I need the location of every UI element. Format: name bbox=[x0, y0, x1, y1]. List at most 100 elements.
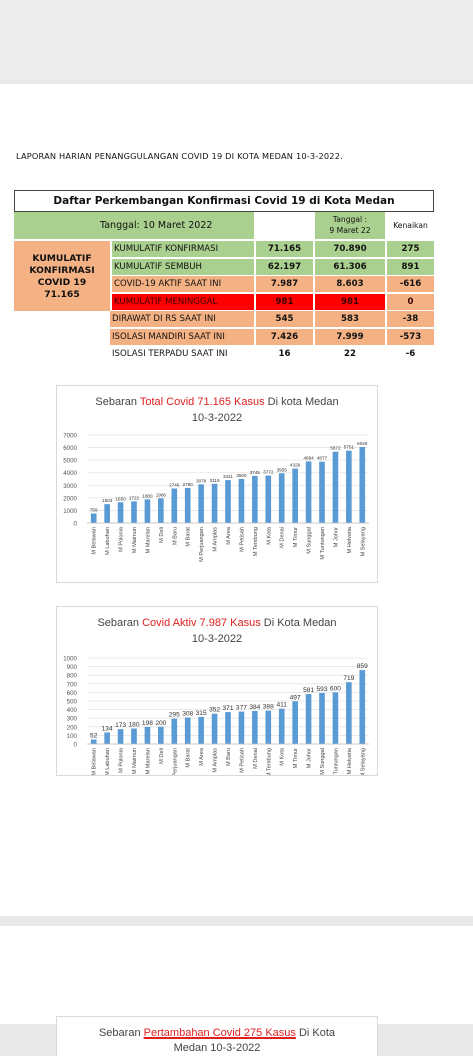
row-today: 16 bbox=[256, 346, 313, 362]
chart-active-covid: Sebaran Covid Aktiv 7.987 Kasus Di Kota … bbox=[56, 606, 378, 776]
bar bbox=[278, 473, 285, 523]
data-label: 377 bbox=[236, 705, 247, 712]
data-label: 3500 bbox=[236, 473, 247, 478]
chart-title: Sebaran Covid Aktiv 7.987 Kasus Di Kota … bbox=[57, 616, 377, 631]
bar bbox=[117, 729, 124, 744]
chart-title-prefix: Sebaran bbox=[98, 1027, 144, 1039]
data-label: 308 bbox=[182, 711, 193, 718]
chart-title-highlight: Covid Aktiv 7.987 Kasus bbox=[142, 617, 261, 629]
bar bbox=[332, 451, 339, 523]
chart-increase-covid: Sebaran Pertambahan Covid 275 Kasus Di K… bbox=[56, 1016, 378, 1056]
bar bbox=[184, 717, 191, 744]
bar bbox=[90, 513, 97, 523]
bar bbox=[104, 732, 110, 744]
data-label: 315 bbox=[196, 710, 207, 717]
category-label: M Sunggal bbox=[307, 527, 313, 554]
data-label: 173 bbox=[115, 722, 126, 729]
data-label: 5751 bbox=[344, 445, 355, 450]
category-label: M Denai bbox=[280, 527, 286, 548]
y-tick-label: 100 bbox=[67, 733, 78, 740]
bar bbox=[292, 701, 298, 744]
category-label: M Johor bbox=[307, 748, 313, 768]
bar bbox=[131, 728, 137, 744]
row-label: COVID-19 AKTIF SAAT INI bbox=[112, 276, 254, 292]
y-tick-label: 1000 bbox=[63, 508, 77, 515]
row-label: KUMULATIF MENINGGAL bbox=[112, 293, 254, 310]
data-label: 600 bbox=[330, 685, 341, 692]
chart-title: Sebaran Pertambahan Covid 275 Kasus Di K… bbox=[57, 1026, 377, 1041]
row-change: 0 bbox=[387, 293, 434, 310]
row-change: -573 bbox=[387, 328, 434, 345]
data-label: 719 bbox=[343, 675, 354, 682]
bar bbox=[117, 502, 124, 523]
data-label: 759 bbox=[90, 507, 98, 512]
category-label: M Helvetia bbox=[347, 526, 353, 553]
category-label: M Amplas bbox=[213, 748, 219, 773]
row-prev: 22 bbox=[315, 346, 385, 362]
data-label: 411 bbox=[276, 702, 287, 709]
y-tick-label: 900 bbox=[67, 664, 78, 671]
data-label: 3745 bbox=[250, 470, 261, 475]
bar bbox=[225, 480, 231, 523]
data-label: 3119 bbox=[210, 478, 220, 483]
row-prev: 981 bbox=[315, 293, 385, 310]
data-label: 6046 bbox=[357, 441, 368, 446]
y-tick-label: 700 bbox=[67, 681, 78, 688]
category-label: M Marelan bbox=[145, 527, 151, 553]
data-label: 180 bbox=[128, 722, 139, 729]
data-label: 200 bbox=[155, 720, 166, 727]
chart-title-highlight: Pertambahan Covid 275 Kasus bbox=[143, 1027, 296, 1039]
row-prev: 583 bbox=[315, 311, 385, 327]
data-label: 4329 bbox=[290, 463, 301, 468]
bar bbox=[198, 716, 204, 744]
y-tick-label: 500 bbox=[67, 699, 78, 706]
category-label: M Tuntungan bbox=[320, 527, 326, 560]
category-label: M Maimun bbox=[132, 748, 138, 774]
bar bbox=[144, 726, 151, 744]
y-tick-label: 300 bbox=[67, 716, 78, 723]
data-label: 1722 bbox=[129, 495, 140, 500]
bar bbox=[252, 475, 258, 523]
data-label: 1880 bbox=[142, 493, 153, 498]
data-label: 198 bbox=[142, 720, 153, 727]
data-label: 2790 bbox=[183, 482, 194, 487]
row-label: KUMULATIF SEMBUH bbox=[112, 258, 254, 275]
category-label: M Selayang bbox=[360, 527, 366, 557]
category-label: M Barat bbox=[186, 527, 192, 547]
y-tick-label: 0 bbox=[74, 742, 78, 749]
bar bbox=[252, 710, 258, 744]
bar bbox=[359, 446, 366, 523]
bar bbox=[90, 739, 97, 744]
category-label: M Kota bbox=[280, 747, 286, 766]
data-label: 593 bbox=[316, 686, 327, 693]
data-label: 3078 bbox=[196, 478, 207, 483]
category-label: M Tembung bbox=[266, 748, 272, 775]
row-today: 71.165 bbox=[256, 241, 313, 257]
data-label: 388 bbox=[263, 704, 274, 711]
row-prev: 61.306 bbox=[315, 258, 385, 275]
data-label: 4877 bbox=[317, 456, 328, 461]
change-label: Kenaikan bbox=[387, 212, 434, 239]
category-label: M Polonia bbox=[119, 747, 125, 773]
chart-title-suffix: Di Kota bbox=[295, 1027, 336, 1039]
bar bbox=[305, 694, 312, 744]
category-label: M Tembung bbox=[253, 527, 259, 556]
category-label: M Belawan bbox=[92, 527, 98, 555]
y-tick-label: 3000 bbox=[63, 483, 77, 490]
data-label: 295 bbox=[169, 712, 180, 719]
category-label: M Baru bbox=[226, 748, 232, 766]
row-label: ISOLASI TERPADU SAAT INI bbox=[110, 346, 254, 362]
category-label: M Petisah bbox=[239, 527, 245, 552]
category-label: M Marelan bbox=[145, 748, 151, 774]
bar bbox=[319, 693, 325, 744]
y-tick-label: 5000 bbox=[63, 458, 77, 465]
bar bbox=[225, 712, 231, 744]
category-label: M Labuhan bbox=[105, 748, 111, 775]
row-label: DIRAWAT DI RS SAAT INI bbox=[110, 311, 254, 327]
row-change: 275 bbox=[387, 241, 434, 257]
row-today: 981 bbox=[256, 293, 313, 310]
y-tick-label: 1000 bbox=[63, 656, 77, 663]
y-tick-label: 2000 bbox=[63, 495, 77, 502]
date-label: Tanggal: 10 Maret 2022 bbox=[14, 212, 254, 239]
